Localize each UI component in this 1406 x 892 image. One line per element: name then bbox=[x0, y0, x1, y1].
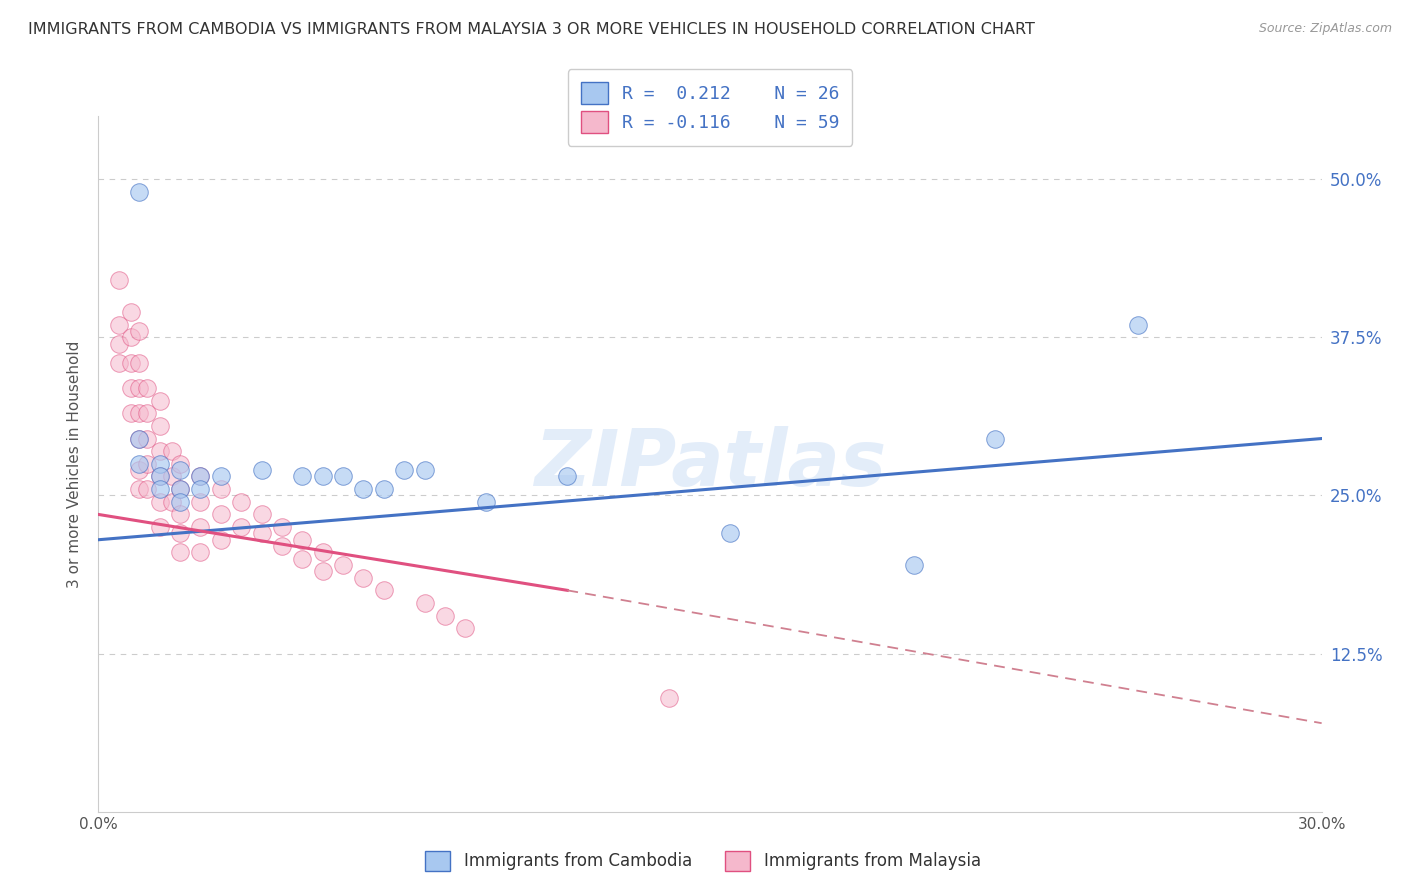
Immigrants from Malaysia bbox=[160, 444, 183, 458]
Immigrants from Malaysia bbox=[209, 508, 232, 522]
Immigrants from Cambodia bbox=[352, 482, 374, 496]
Immigrants from Cambodia bbox=[312, 469, 335, 483]
Immigrants from Malaysia bbox=[454, 621, 477, 635]
Immigrants from Malaysia bbox=[136, 406, 159, 420]
Legend: R =  0.212    N = 26, R = -0.116    N = 59: R = 0.212 N = 26, R = -0.116 N = 59 bbox=[568, 70, 852, 146]
Immigrants from Malaysia bbox=[108, 273, 131, 287]
Immigrants from Malaysia bbox=[270, 539, 294, 553]
Immigrants from Malaysia bbox=[120, 406, 142, 420]
Immigrants from Malaysia bbox=[136, 381, 159, 395]
Immigrants from Cambodia bbox=[392, 463, 416, 477]
Immigrants from Malaysia bbox=[231, 520, 253, 534]
Immigrants from Malaysia bbox=[108, 356, 131, 370]
Immigrants from Cambodia bbox=[169, 463, 191, 477]
Immigrants from Malaysia bbox=[291, 551, 314, 566]
Immigrants from Malaysia bbox=[352, 571, 374, 585]
Immigrants from Cambodia bbox=[1128, 318, 1150, 332]
Immigrants from Malaysia bbox=[312, 565, 335, 579]
Immigrants from Malaysia bbox=[120, 330, 142, 344]
Legend: Immigrants from Cambodia, Immigrants from Malaysia: Immigrants from Cambodia, Immigrants fro… bbox=[418, 842, 988, 880]
Immigrants from Cambodia bbox=[413, 463, 436, 477]
Immigrants from Cambodia bbox=[373, 482, 395, 496]
Immigrants from Cambodia bbox=[720, 526, 742, 541]
Immigrants from Cambodia bbox=[169, 482, 191, 496]
Immigrants from Cambodia bbox=[291, 469, 314, 483]
Immigrants from Malaysia bbox=[188, 545, 212, 559]
Immigrants from Malaysia bbox=[312, 545, 335, 559]
Immigrants from Malaysia bbox=[250, 526, 273, 541]
Immigrants from Malaysia bbox=[108, 336, 131, 351]
Immigrants from Malaysia bbox=[188, 495, 212, 509]
Immigrants from Malaysia bbox=[149, 444, 172, 458]
Immigrants from Malaysia bbox=[413, 596, 436, 610]
Text: IMMIGRANTS FROM CAMBODIA VS IMMIGRANTS FROM MALAYSIA 3 OR MORE VEHICLES IN HOUSE: IMMIGRANTS FROM CAMBODIA VS IMMIGRANTS F… bbox=[28, 22, 1035, 37]
Immigrants from Malaysia bbox=[128, 432, 150, 446]
Immigrants from Malaysia bbox=[332, 558, 354, 572]
Immigrants from Cambodia bbox=[332, 469, 354, 483]
Immigrants from Cambodia bbox=[188, 469, 212, 483]
Immigrants from Malaysia bbox=[291, 533, 314, 547]
Immigrants from Malaysia bbox=[149, 495, 172, 509]
Immigrants from Cambodia bbox=[903, 558, 925, 572]
Immigrants from Malaysia bbox=[169, 508, 191, 522]
Immigrants from Malaysia bbox=[160, 469, 183, 483]
Immigrants from Malaysia bbox=[149, 418, 172, 433]
Immigrants from Malaysia bbox=[120, 356, 142, 370]
Immigrants from Malaysia bbox=[128, 381, 150, 395]
Immigrants from Malaysia bbox=[136, 457, 159, 471]
Immigrants from Cambodia bbox=[149, 469, 172, 483]
Immigrants from Malaysia bbox=[108, 318, 131, 332]
Immigrants from Malaysia bbox=[209, 482, 232, 496]
Immigrants from Malaysia bbox=[270, 520, 294, 534]
Immigrants from Malaysia bbox=[120, 305, 142, 319]
Immigrants from Malaysia bbox=[128, 463, 150, 477]
Immigrants from Malaysia bbox=[169, 457, 191, 471]
Immigrants from Malaysia bbox=[149, 393, 172, 408]
Immigrants from Malaysia bbox=[160, 495, 183, 509]
Immigrants from Malaysia bbox=[373, 583, 395, 598]
Immigrants from Malaysia bbox=[658, 690, 681, 705]
Immigrants from Malaysia bbox=[128, 324, 150, 338]
Immigrants from Malaysia bbox=[250, 508, 273, 522]
Immigrants from Cambodia bbox=[474, 495, 498, 509]
Immigrants from Malaysia bbox=[136, 482, 159, 496]
Immigrants from Cambodia bbox=[128, 185, 150, 199]
Immigrants from Malaysia bbox=[169, 545, 191, 559]
Immigrants from Malaysia bbox=[231, 495, 253, 509]
Immigrants from Malaysia bbox=[188, 520, 212, 534]
Immigrants from Cambodia bbox=[149, 482, 172, 496]
Immigrants from Cambodia bbox=[250, 463, 273, 477]
Immigrants from Cambodia bbox=[128, 432, 150, 446]
Immigrants from Malaysia bbox=[169, 482, 191, 496]
Immigrants from Malaysia bbox=[149, 520, 172, 534]
Immigrants from Malaysia bbox=[434, 608, 457, 623]
Immigrants from Malaysia bbox=[120, 381, 142, 395]
Immigrants from Malaysia bbox=[136, 432, 159, 446]
Immigrants from Malaysia bbox=[188, 469, 212, 483]
Text: Source: ZipAtlas.com: Source: ZipAtlas.com bbox=[1258, 22, 1392, 36]
Immigrants from Cambodia bbox=[984, 432, 1007, 446]
Immigrants from Malaysia bbox=[169, 526, 191, 541]
Immigrants from Cambodia bbox=[557, 469, 579, 483]
Immigrants from Malaysia bbox=[128, 482, 150, 496]
Immigrants from Cambodia bbox=[149, 457, 172, 471]
Immigrants from Malaysia bbox=[149, 469, 172, 483]
Immigrants from Cambodia bbox=[169, 495, 191, 509]
Immigrants from Malaysia bbox=[128, 356, 150, 370]
Immigrants from Malaysia bbox=[209, 533, 232, 547]
Immigrants from Cambodia bbox=[209, 469, 232, 483]
Text: ZIPatlas: ZIPatlas bbox=[534, 425, 886, 502]
Y-axis label: 3 or more Vehicles in Household: 3 or more Vehicles in Household bbox=[67, 340, 83, 588]
Immigrants from Malaysia bbox=[128, 406, 150, 420]
Immigrants from Cambodia bbox=[188, 482, 212, 496]
Immigrants from Cambodia bbox=[128, 457, 150, 471]
